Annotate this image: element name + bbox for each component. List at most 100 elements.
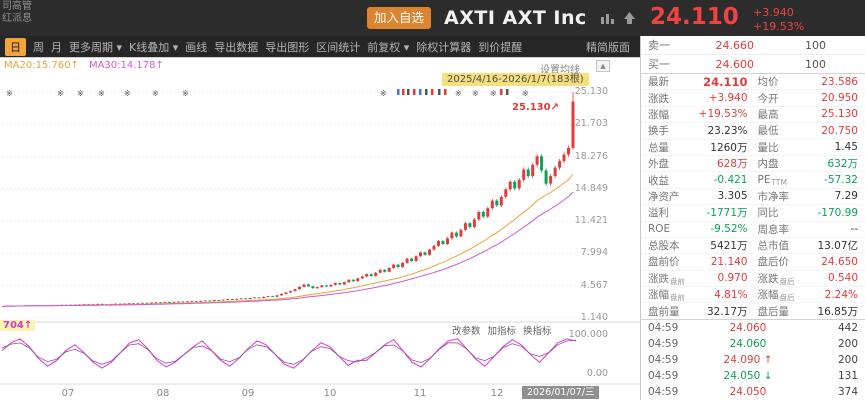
stat-cell: 市净率 7.29 [753, 189, 865, 204]
trade-list[interactable]: 04:59 24.060 442 04:59 24.060 200 04:59 24.090 … [641, 320, 865, 400]
stock-title: AXTI AXT Inc [444, 7, 587, 29]
toolbar-item-7[interactable]: 区间统计 [316, 40, 361, 54]
trade-row: 04:59 24.050 374 [641, 384, 865, 400]
stat-row: 净资产 3.305 市净率 7.29 [641, 189, 865, 206]
stat-value: 1260万 [710, 141, 748, 154]
trade-volume: 200 [837, 353, 858, 366]
x-axis-label: 11 [413, 388, 427, 399]
toolbar-item-9[interactable]: 除权计算器 [416, 40, 472, 54]
stat-cell: 涨幅盘前 4.81% [641, 287, 753, 303]
toolbar-item-6[interactable]: 导出图形 [265, 40, 310, 54]
svg-text:※: ※ [124, 89, 131, 98]
stat-grid: 最新 24.110 均价 23.586 涨跌 +3.940 今开 20.950 涨幅 +19.53… [641, 74, 865, 320]
quote-price: 24.600 [715, 57, 755, 71]
stat-label: 涨幅盘前 [648, 289, 685, 303]
toolbar-item-5[interactable]: 导出数据 [214, 40, 259, 54]
stat-label-sub: TTM [771, 178, 787, 188]
stat-cell: 内盘 632万 [753, 156, 865, 171]
stat-row: 盘前价 21.140 盘后价 24.650 [641, 254, 865, 271]
stat-value: 628万 [716, 158, 748, 171]
trade-price: 24.060 [729, 337, 767, 350]
stat-value: 24.650 [821, 255, 858, 268]
sell-1-row[interactable]: 卖一 24.660 100 [641, 36, 865, 55]
chart-toolbar: 日 周月更多周期 ▾ K线叠加 ▾ 画线 导出数据 导出图形 区间统计 前复权 ▾ 除权计算器… [0, 36, 640, 58]
stat-label-sub: 盘后 [779, 276, 795, 286]
stat-value: 20.950 [821, 92, 858, 105]
trade-time: 04:59 [648, 337, 679, 350]
stat-value: 25.130 [821, 108, 858, 121]
arrow-up-icon[interactable] [622, 11, 637, 25]
stat-cell: 涨跌盘前 0.970 [641, 271, 753, 286]
stat-label: 盘后量 [757, 305, 790, 318]
svg-text:※: ※ [98, 89, 105, 98]
ma-settings-button[interactable]: 设置均线 [540, 65, 580, 76]
toolbar-item-3[interactable]: K线叠加 ▾ [129, 40, 179, 54]
toolbar-item-10[interactable]: 到价提醒 [478, 40, 523, 54]
stat-label: 外盘 [648, 158, 669, 171]
toolbar-item-2[interactable]: 更多周期 ▾ [69, 40, 123, 54]
stat-label: 总市值 [757, 240, 790, 253]
stat-label: 最新 [648, 76, 669, 89]
trade-time: 04:59 [648, 353, 679, 366]
trade-volume: 200 [837, 337, 858, 350]
stat-value: 13.07亿 [817, 240, 858, 253]
stat-value: +19.53% [698, 108, 748, 121]
collapse-up-icon[interactable]: ▲ [596, 60, 610, 72]
last-price: 24.110 [650, 4, 739, 30]
stat-row: 涨跌盘前 0.970 涨跌盘后 0.540 [641, 271, 865, 288]
ma30-label: MA30:14.178↑ [88, 60, 164, 71]
svg-text:※: ※ [522, 89, 529, 98]
stat-row: 涨幅 +19.53% 最高 25.130 [641, 107, 865, 124]
change-params-button[interactable]: 改参数 [452, 326, 481, 337]
stat-label-sub: 盘前 [670, 276, 685, 286]
stat-value: -1771万 [706, 207, 748, 220]
stat-row: 盘前量 32.17万 盘后量 16.85万 [641, 303, 865, 320]
stat-label: 盘前价 [648, 256, 680, 269]
stat-cell: 量比 1.45 [753, 140, 865, 155]
stat-cell: 盘前价 21.140 [641, 254, 753, 269]
buy-1-row[interactable]: 买一 24.600 100 [641, 55, 865, 74]
stat-value: 7.29 [834, 190, 858, 203]
svg-text:※: ※ [472, 89, 479, 98]
compact-layout-button[interactable]: 精简版面 [586, 40, 630, 54]
svg-text:※: ※ [490, 89, 497, 98]
toolbar-item-8[interactable]: 前复权 ▾ [367, 40, 410, 54]
svg-text:※: ※ [455, 89, 462, 98]
bar-chart-icon[interactable] [600, 11, 615, 25]
stat-value: 23.586 [821, 75, 858, 88]
stat-label-sub: 盘前 [670, 293, 685, 303]
stat-row: 涨跌 +3.940 今开 20.950 [641, 90, 865, 107]
price-axis-label: 14.849 [574, 182, 608, 194]
stat-cell: 外盘 628万 [641, 156, 753, 171]
stat-value: 21.140 [710, 255, 748, 268]
stat-row: 最新 24.110 均价 23.586 [641, 74, 865, 91]
stat-value: 0.540 [827, 272, 858, 285]
stat-row: 总股本 5421万 总市值 13.07亿 [641, 238, 865, 255]
toolbar-item-4[interactable]: 画线 [185, 40, 208, 54]
candlestick-chart-canvas[interactable]: ※ ※ ※ ※ ※ ※ ※ ※ ※ ※ ※ ※ [0, 58, 640, 400]
stat-row: 外盘 628万 内盘 632万 [641, 156, 865, 173]
stat-value: -9.52% [710, 223, 748, 236]
toolbar-item-1[interactable]: 月 [51, 40, 62, 54]
add-indicator-button[interactable]: 加指标 [487, 326, 517, 337]
quote-volume: 100 [805, 57, 826, 71]
sidebar-item-executives[interactable]: 司高管 [2, 1, 32, 12]
stat-cell: PETTM -57.32 [753, 174, 865, 188]
stat-value: 5421万 [710, 240, 748, 253]
period-tab-daily[interactable]: 日 [5, 37, 26, 56]
trade-row: 04:59 24.090 ↑ 200 [641, 352, 865, 368]
sub-axis-bottom-label: 0.00 [586, 368, 608, 379]
trade-price: 24.050 ↓ [723, 369, 773, 382]
stat-value: 1.45 [834, 141, 858, 154]
stat-cell: 今开 20.950 [753, 91, 865, 106]
sidebar-item-dividends[interactable]: 红派息 [2, 13, 32, 24]
toolbar-item-0[interactable]: 周 [33, 40, 44, 54]
add-to-watchlist-button[interactable]: 加入自选 [367, 7, 431, 29]
change-indicator-button[interactable]: 换指标 [523, 326, 552, 337]
x-axis-label: 07 [61, 388, 75, 399]
trade-price: 24.090 ↑ [723, 353, 773, 366]
trade-volume: 131 [837, 369, 858, 382]
price-axis-label: 1.140 [580, 312, 608, 324]
stat-label-sub: 盘后 [779, 293, 795, 303]
stat-value: 20.750 [821, 124, 858, 137]
